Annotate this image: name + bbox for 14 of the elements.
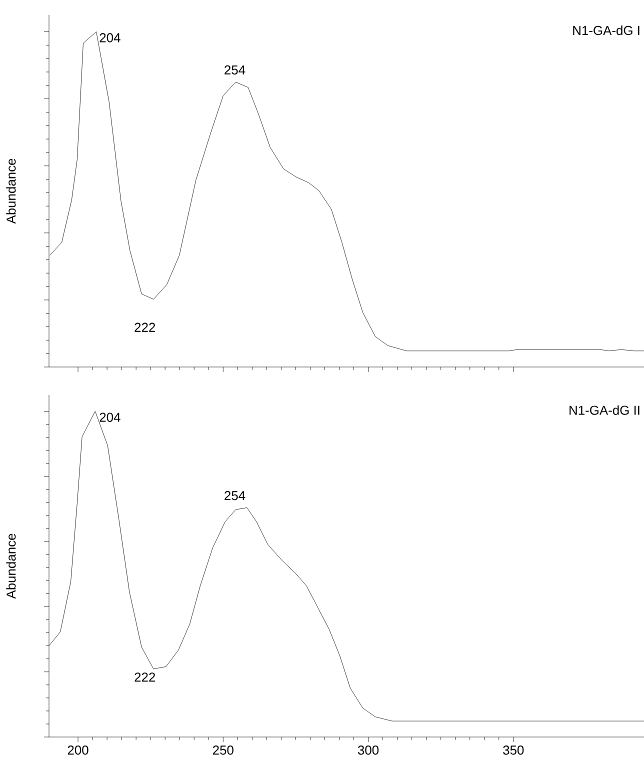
annotation: 222 bbox=[134, 672, 156, 682]
annotation: 222 bbox=[134, 322, 156, 332]
chart-title: N1-GA-dG I bbox=[573, 26, 640, 36]
y-axis-title: Abundance bbox=[6, 534, 16, 599]
annotation: 204 bbox=[100, 412, 120, 422]
annotation: 254 bbox=[224, 491, 246, 500]
annotation: 254 bbox=[224, 65, 246, 75]
chart-title: N1-GA-dG II bbox=[570, 405, 640, 415]
x-tick-label: 350 bbox=[503, 746, 524, 755]
y-axis-title: Abundance bbox=[6, 158, 16, 224]
x-tick-label: 250 bbox=[213, 746, 234, 755]
annotation: 204 bbox=[100, 33, 120, 42]
x-tick-label: 300 bbox=[358, 746, 379, 755]
x-tick-label: 200 bbox=[68, 746, 88, 755]
